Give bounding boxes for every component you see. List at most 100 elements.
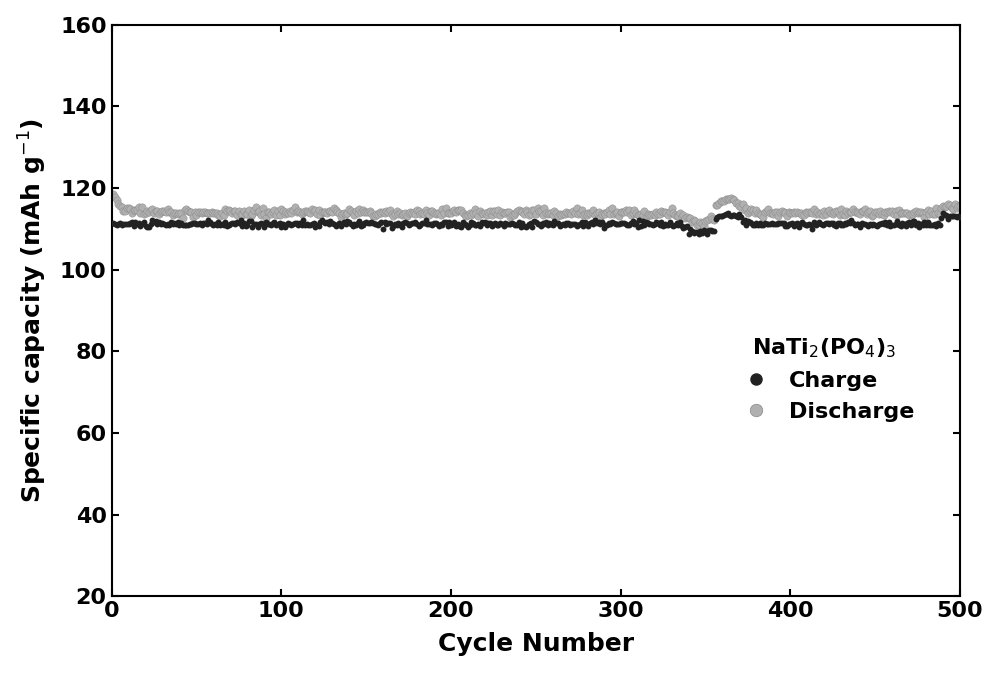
Discharge — [837, 210, 853, 221]
Discharge — [849, 206, 865, 217]
Charge — [701, 225, 717, 236]
Discharge — [854, 205, 870, 216]
Charge — [677, 221, 693, 232]
Discharge — [832, 210, 848, 221]
Charge — [418, 215, 434, 225]
Discharge — [197, 207, 213, 217]
Discharge — [816, 206, 832, 217]
Discharge — [652, 208, 668, 219]
Charge — [932, 219, 948, 230]
Charge — [468, 219, 484, 230]
Charge — [555, 219, 571, 229]
Charge — [726, 209, 742, 220]
Discharge — [952, 201, 968, 211]
Charge — [107, 219, 123, 229]
Discharge — [852, 209, 868, 219]
Discharge — [268, 210, 284, 221]
Charge — [121, 219, 137, 229]
Discharge — [419, 207, 435, 218]
Charge — [311, 221, 327, 232]
Charge — [202, 217, 218, 228]
Discharge — [504, 210, 520, 221]
Charge — [784, 218, 800, 229]
Discharge — [287, 202, 303, 213]
Discharge — [818, 208, 834, 219]
Discharge — [183, 207, 199, 217]
Discharge — [482, 205, 498, 216]
Discharge — [626, 205, 642, 215]
Charge — [879, 219, 895, 230]
Discharge — [546, 206, 562, 217]
Discharge — [390, 209, 406, 219]
Charge — [949, 211, 965, 222]
Discharge — [258, 213, 274, 223]
Charge — [854, 217, 870, 228]
Discharge — [236, 206, 252, 217]
Charge — [723, 211, 739, 221]
Discharge — [339, 207, 355, 218]
Discharge — [737, 205, 753, 215]
Charge — [791, 221, 807, 232]
Charge — [585, 218, 601, 229]
Charge — [740, 215, 756, 226]
Charge — [212, 219, 228, 230]
Charge — [226, 218, 242, 229]
Charge — [901, 217, 917, 227]
Discharge — [399, 211, 415, 221]
Discharge — [585, 205, 601, 215]
Charge — [594, 217, 610, 227]
Charge — [258, 217, 274, 227]
Discharge — [557, 208, 573, 219]
Discharge — [321, 205, 337, 216]
Charge — [704, 225, 720, 236]
Discharge — [526, 204, 542, 215]
Discharge — [153, 206, 169, 217]
Charge — [127, 217, 143, 227]
Discharge — [423, 205, 439, 216]
Charge — [204, 219, 220, 229]
Discharge — [653, 205, 669, 216]
Discharge — [923, 206, 939, 217]
Discharge — [664, 203, 680, 213]
Charge — [334, 219, 350, 229]
Discharge — [577, 209, 593, 220]
Discharge — [876, 210, 892, 221]
Discharge — [540, 209, 556, 219]
Discharge — [334, 209, 350, 219]
Discharge — [655, 207, 671, 217]
Discharge — [414, 207, 430, 218]
Discharge — [776, 207, 792, 217]
Charge — [691, 229, 707, 240]
Charge — [434, 219, 450, 230]
Discharge — [528, 209, 544, 220]
Charge — [925, 220, 941, 231]
Discharge — [231, 205, 247, 216]
Discharge — [641, 210, 657, 221]
Charge — [896, 219, 912, 229]
Charge — [631, 214, 647, 225]
Charge — [141, 221, 157, 232]
Discharge — [448, 207, 464, 217]
Discharge — [942, 199, 958, 210]
Discharge — [536, 203, 552, 213]
Charge — [355, 219, 371, 230]
Charge — [655, 221, 671, 232]
Discharge — [457, 209, 473, 220]
Discharge — [682, 213, 698, 223]
Discharge — [429, 208, 445, 219]
Charge — [233, 215, 249, 225]
Discharge — [299, 205, 315, 216]
Discharge — [523, 209, 539, 219]
Discharge — [387, 209, 403, 219]
Discharge — [531, 205, 547, 216]
Discharge — [916, 212, 932, 223]
Charge — [171, 220, 187, 231]
Discharge — [553, 209, 569, 220]
Discharge — [251, 205, 267, 216]
Discharge — [433, 209, 449, 220]
Charge — [648, 217, 664, 227]
Discharge — [604, 203, 620, 213]
Charge — [572, 218, 588, 229]
Discharge — [127, 205, 143, 215]
Charge — [280, 218, 296, 229]
